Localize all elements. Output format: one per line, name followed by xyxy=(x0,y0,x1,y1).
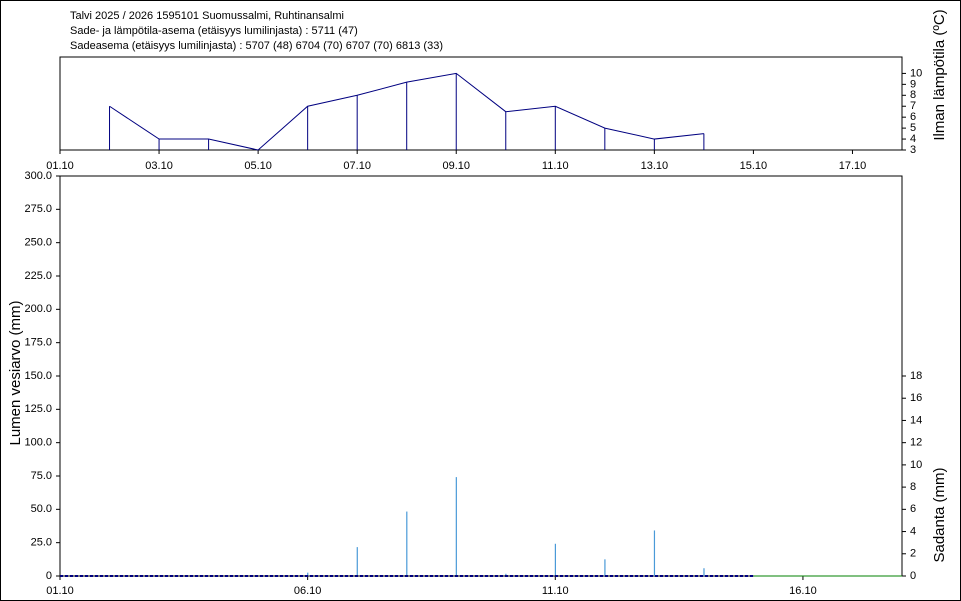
x-tick-label: 16.10 xyxy=(789,585,817,597)
y2-axis-label: Sadanta (mm) xyxy=(931,467,948,562)
x-tick-label: 06.10 xyxy=(294,585,322,597)
bar xyxy=(604,559,606,576)
y-tick-label: 150.0 xyxy=(24,370,52,382)
y-tick-label: 75.0 xyxy=(31,470,52,482)
x-tick-label: 03.10 xyxy=(145,160,173,172)
bar xyxy=(505,573,507,576)
y-tick-label: 225.0 xyxy=(24,270,52,282)
y2-tick-label: 6 xyxy=(910,111,916,123)
bar xyxy=(554,543,556,576)
bar xyxy=(653,530,656,576)
y2-tick-label: 4 xyxy=(910,133,916,145)
y2-tick-label: 4 xyxy=(910,525,916,537)
y2-tick-label: 7 xyxy=(910,100,916,112)
y-tick-label: 25.0 xyxy=(31,537,52,549)
y2-tick-label: 18 xyxy=(910,370,922,382)
bar xyxy=(356,547,358,576)
y2-tick-label: 0 xyxy=(910,570,916,582)
y2-tick-label: 14 xyxy=(910,414,922,426)
y2-tick-label: 16 xyxy=(910,392,922,404)
y-tick-label: 50.0 xyxy=(31,503,52,515)
y-tick-label: 100.0 xyxy=(24,437,52,449)
y2-tick-label: 6 xyxy=(910,503,916,515)
x-tick-label: 15.10 xyxy=(740,160,768,172)
x-tick-label: 01.10 xyxy=(46,160,74,172)
x-tick-label: 13.10 xyxy=(641,160,669,172)
x-tick-label: 07.10 xyxy=(343,160,371,172)
header-line: Talvi 2025 / 2026 1595101 Suomussalmi, R… xyxy=(70,10,344,22)
x-tick-label: 17.10 xyxy=(839,160,867,172)
series-line xyxy=(109,72,704,151)
y2-tick-label: 12 xyxy=(910,437,922,449)
bar xyxy=(703,568,705,576)
y2-tick-label: 9 xyxy=(910,78,916,90)
bar xyxy=(307,572,309,576)
y-tick-label: 125.0 xyxy=(24,403,52,415)
y2-tick-label: 2 xyxy=(910,548,916,560)
plot-frame xyxy=(59,56,903,151)
x-tick-label: 05.10 xyxy=(244,160,272,172)
bar xyxy=(406,511,408,576)
y2-tick-label: 10 xyxy=(910,459,922,471)
x-tick-label: 09.10 xyxy=(442,160,470,172)
x-tick-label: 11.10 xyxy=(542,585,569,597)
y-tick-label: 300.0 xyxy=(24,170,52,182)
y2-tick-label: 10 xyxy=(910,67,922,79)
y2-tick-label: 8 xyxy=(910,89,916,101)
bar xyxy=(455,477,457,576)
y-tick-label: 0 xyxy=(46,570,52,582)
y2-tick-label: 3 xyxy=(910,144,916,156)
y2-tick-label: 5 xyxy=(910,122,916,134)
x-tick-label: 01.10 xyxy=(46,585,74,597)
header-line: Sadeasema (etäisyys lumilinjasta) : 5707… xyxy=(70,40,443,52)
header-line: Sade- ja lämpötila-asema (etäisyys lumil… xyxy=(70,25,358,37)
y-tick-label: 200.0 xyxy=(24,303,52,315)
y-axis-label: Lumen vesiarvo (mm) xyxy=(7,300,24,445)
y-tick-label: 250.0 xyxy=(24,237,52,249)
y2-tick-label: 8 xyxy=(910,481,916,493)
y-tick-label: 275.0 xyxy=(24,203,52,215)
y-tick-label: 175.0 xyxy=(24,337,52,349)
x-tick-label: 11.10 xyxy=(542,160,569,172)
y2-axis-label: Ilman lämpötila (ºC) xyxy=(931,9,948,140)
